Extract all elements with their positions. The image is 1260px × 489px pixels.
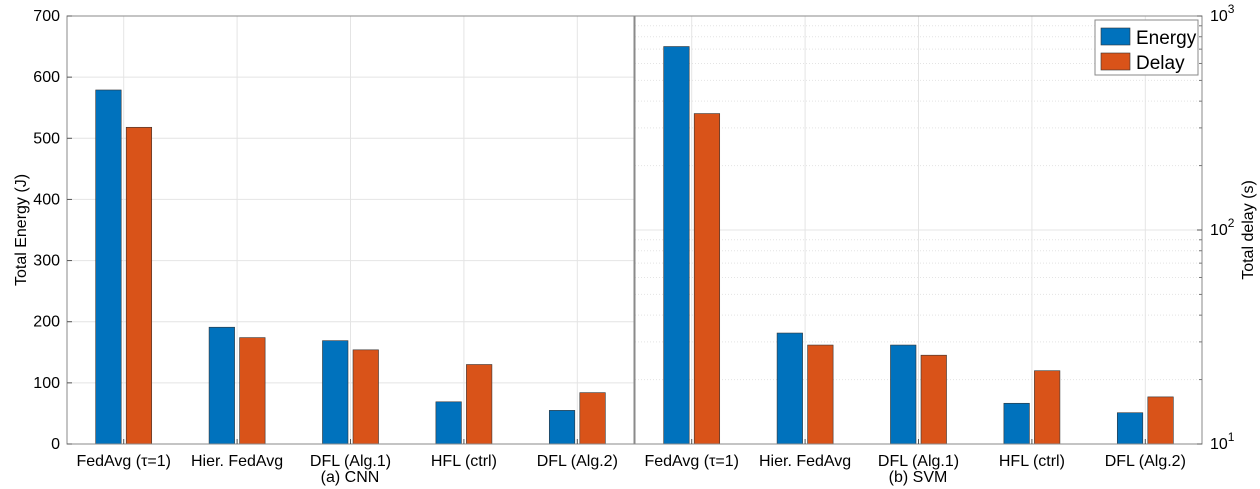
svm-x-tick-label: Hier. FedAvg (759, 453, 851, 470)
cnn-y-axis-label: Total Energy (J) (13, 174, 30, 286)
cnn-x-tick-label: DFL (Alg.2) (537, 453, 618, 470)
svm-bar-delay (807, 344, 834, 445)
svm-y-tick-label: 103 (1210, 2, 1235, 25)
cnn-bar-energy (95, 89, 122, 445)
svm-x-tick-label: DFL (Alg.1) (878, 453, 959, 470)
svm-bar-delay (1034, 370, 1061, 445)
cnn-y-tick-label: 700 (33, 8, 60, 25)
svm-y-tick-label: 101 (1210, 430, 1235, 453)
svm-x-ticks: FedAvg (τ=1) Hier. FedAvg DFL (Alg.1) HFL (… (644, 439, 1186, 470)
svm-bar-energy (890, 344, 917, 445)
svm-panel: 101 102 103 FedAvg (τ=1) Hier. FedAvg DFL (A… (634, 2, 1257, 486)
svm-bar-delay (920, 354, 947, 445)
cnn-panel: 0 100 200 300 400 500 600 700 FedAvg (τ=1) Hier.… (13, 8, 635, 486)
cnn-y-ticks: 0 100 200 300 400 500 600 700 (33, 8, 72, 453)
legend-swatch-delay (1100, 52, 1131, 71)
cnn-bar-energy (435, 401, 462, 445)
cnn-x-tick-label: FedAvg (τ=1) (76, 453, 171, 470)
cnn-bar-delay (466, 364, 493, 445)
cnn-y-tick-label: 300 (33, 253, 60, 270)
svm-y-axis-label: Total delay (s) (1240, 180, 1257, 280)
cnn-grid (67, 16, 634, 444)
cnn-subtitle: (a) CNN (321, 469, 380, 486)
cnn-x-ticks: FedAvg (τ=1) Hier. FedAvg DFL (Alg.1) HFL (… (76, 439, 618, 470)
cnn-y-tick-label: 600 (33, 69, 60, 86)
cnn-y-tick-label: 400 (33, 191, 60, 208)
svm-x-tick-label: HFL (ctrl) (999, 453, 1065, 470)
svm-bar-energy (776, 332, 803, 445)
cnn-y-tick-label: 500 (33, 130, 60, 147)
legend-swatch-energy (1100, 27, 1131, 46)
cnn-bars (95, 89, 606, 445)
legend-label-energy: Energy (1136, 28, 1197, 49)
cnn-bar-energy (548, 410, 576, 445)
legend: Energy Delay (1094, 19, 1199, 76)
cnn-y-tick-label: 200 (33, 314, 60, 331)
svm-y-ticks: 101 102 103 (1197, 2, 1235, 453)
cnn-bar-energy (322, 340, 349, 445)
cnn-bar-delay (579, 392, 606, 445)
svm-grid (635, 16, 1202, 444)
svm-bar-energy (663, 46, 690, 445)
cnn-bar-delay (125, 126, 153, 445)
svm-bar-delay (693, 113, 721, 445)
cnn-bar-energy (208, 326, 235, 445)
cnn-bar-delay (352, 349, 379, 445)
svm-x-tick-label: FedAvg (τ=1) (644, 453, 739, 470)
svm-bar-energy (1116, 412, 1144, 445)
svm-bar-delay (1147, 396, 1174, 445)
cnn-y-tick-label: 100 (33, 375, 60, 392)
legend-label-delay: Delay (1136, 53, 1185, 74)
svm-subtitle: (b) SVM (889, 469, 948, 486)
cnn-x-tick-label: Hier. FedAvg (191, 453, 283, 470)
svm-y-tick-label: 102 (1210, 216, 1235, 239)
cnn-x-tick-label: DFL (Alg.1) (310, 453, 391, 470)
svm-x-tick-label: DFL (Alg.2) (1105, 453, 1186, 470)
cnn-x-tick-label: HFL (ctrl) (431, 453, 497, 470)
cnn-bar-delay (239, 337, 266, 445)
cnn-y-tick-label: 0 (51, 436, 60, 453)
svm-bar-energy (1003, 402, 1030, 445)
svm-bars (663, 46, 1174, 445)
